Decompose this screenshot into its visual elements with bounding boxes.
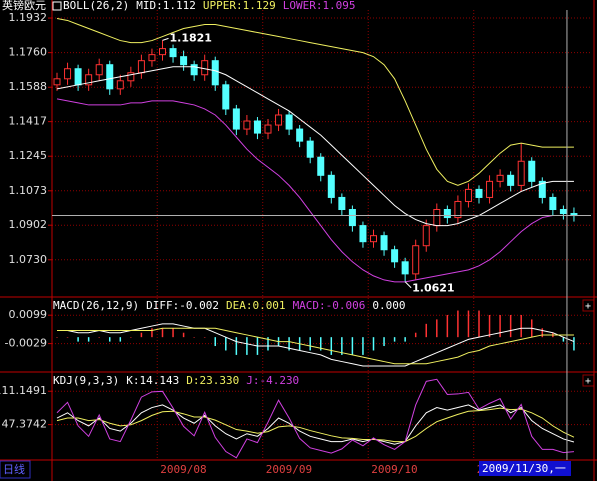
candle-body xyxy=(106,64,114,90)
candle-body xyxy=(348,209,356,227)
period-box[interactable] xyxy=(0,460,31,479)
legend-entry: J:-4.230 xyxy=(246,374,299,387)
low-pointer xyxy=(404,281,412,289)
candle-body xyxy=(243,120,251,130)
candle-body xyxy=(401,261,409,275)
indicator-icon xyxy=(52,1,62,11)
candle-body xyxy=(486,180,494,198)
candle-body xyxy=(496,174,504,182)
period-label[interactable]: 日线 xyxy=(3,462,25,476)
candle-body xyxy=(359,225,367,243)
candle-body xyxy=(327,174,335,198)
y-tick-label: 0.0099 xyxy=(9,308,48,321)
x-tick-label: 2009/08 xyxy=(160,463,206,476)
legend-entry: K:14.143 xyxy=(126,374,179,387)
candle-body xyxy=(74,68,82,86)
candle-body xyxy=(306,140,314,158)
candle-body xyxy=(296,128,304,142)
y-tick-label: 1.0902 xyxy=(9,218,48,231)
kdj-line xyxy=(56,404,575,445)
macd-line xyxy=(57,327,574,365)
candle-body xyxy=(180,56,188,66)
candle-body xyxy=(549,196,557,211)
x-tick-label: 2009/10 xyxy=(371,463,417,476)
expand-icon[interactable]: + xyxy=(585,301,591,312)
indicator-title: MACD(26,12,9) xyxy=(53,299,139,312)
candle-body xyxy=(507,174,515,186)
candle-body xyxy=(370,235,377,243)
value-text: 0.000 xyxy=(372,299,405,312)
candle-body xyxy=(454,200,462,219)
legend-entry: DEA:0.001 xyxy=(226,299,286,312)
low-label: 1.0621 xyxy=(412,282,454,295)
candle-body xyxy=(159,48,166,56)
cursor-label-box xyxy=(479,461,571,476)
high-pointer xyxy=(162,37,169,41)
candle-body xyxy=(338,196,346,211)
candle-body xyxy=(443,209,451,219)
candle-body xyxy=(169,48,177,58)
candle-body xyxy=(232,108,240,130)
candle-body xyxy=(422,225,430,247)
legend-entry: D:23.330 xyxy=(186,374,239,387)
kdj-line xyxy=(56,407,575,443)
candle-body xyxy=(148,54,156,62)
candle-body xyxy=(559,209,567,215)
boll-line xyxy=(56,66,574,227)
boll-line xyxy=(56,98,574,283)
y-tick-label: 111.1491 xyxy=(0,384,47,397)
candle-body xyxy=(264,124,272,134)
legend-entry: LOWER:1.095 xyxy=(283,0,356,12)
indicator-title: KDJ(9,3,3) xyxy=(53,374,119,387)
legend-entry: MID:1.112 xyxy=(136,0,196,12)
candle-body xyxy=(137,60,145,74)
candle-body xyxy=(517,160,525,186)
legend-entry: UPPER:1.129 xyxy=(203,0,276,12)
y-tick-label: 1.1245 xyxy=(9,149,48,162)
candle-body xyxy=(538,180,546,198)
boll-line xyxy=(56,17,574,186)
macd-line xyxy=(57,323,575,367)
candle-body xyxy=(380,235,388,251)
candle-body xyxy=(285,114,293,130)
indicator-title: BOLL(26,2) xyxy=(63,0,129,12)
candle-body xyxy=(95,64,103,76)
high-label: 1.1821 xyxy=(170,31,212,44)
candle-body xyxy=(464,188,472,202)
y-tick-label: 47.3742 xyxy=(2,418,48,431)
candle-body xyxy=(211,60,219,86)
candle-body xyxy=(201,60,209,76)
candle-body xyxy=(412,245,420,275)
legend-entry: MACD:-0.006 xyxy=(293,299,366,312)
candle-body xyxy=(190,64,198,76)
y-tick-label: -0.0029 xyxy=(5,337,47,350)
y-tick-label: 1.1417 xyxy=(9,115,48,128)
candle-body xyxy=(433,209,441,227)
candle-body xyxy=(253,120,261,134)
y-tick-label: 1.1760 xyxy=(9,46,48,59)
candle-body xyxy=(85,74,93,86)
candle-body xyxy=(275,114,283,126)
y-tick-label: 1.0730 xyxy=(9,253,48,266)
y-tick-label: 1.1073 xyxy=(9,184,48,197)
legend-entry: DIFF:-0.002 xyxy=(146,299,219,312)
expand-icon[interactable]: + xyxy=(585,376,591,387)
candle-body xyxy=(528,160,536,182)
candle-body xyxy=(222,84,230,110)
y-tick-label: 1.1588 xyxy=(9,80,48,93)
x-tick-label: 2009/09 xyxy=(266,463,312,476)
candle-body xyxy=(53,78,61,86)
candle-body xyxy=(391,249,399,263)
candle-body xyxy=(127,72,135,82)
candle-body xyxy=(64,68,72,80)
cursor-label: 2009/11/30,一 xyxy=(482,462,566,475)
symbol-title: 英镑欧元 xyxy=(2,0,46,12)
candle-body xyxy=(116,80,124,90)
candle-body xyxy=(475,188,483,198)
kdj-line xyxy=(56,378,574,459)
candle-body xyxy=(317,156,325,176)
y-tick-label: 1.1932 xyxy=(9,11,48,24)
